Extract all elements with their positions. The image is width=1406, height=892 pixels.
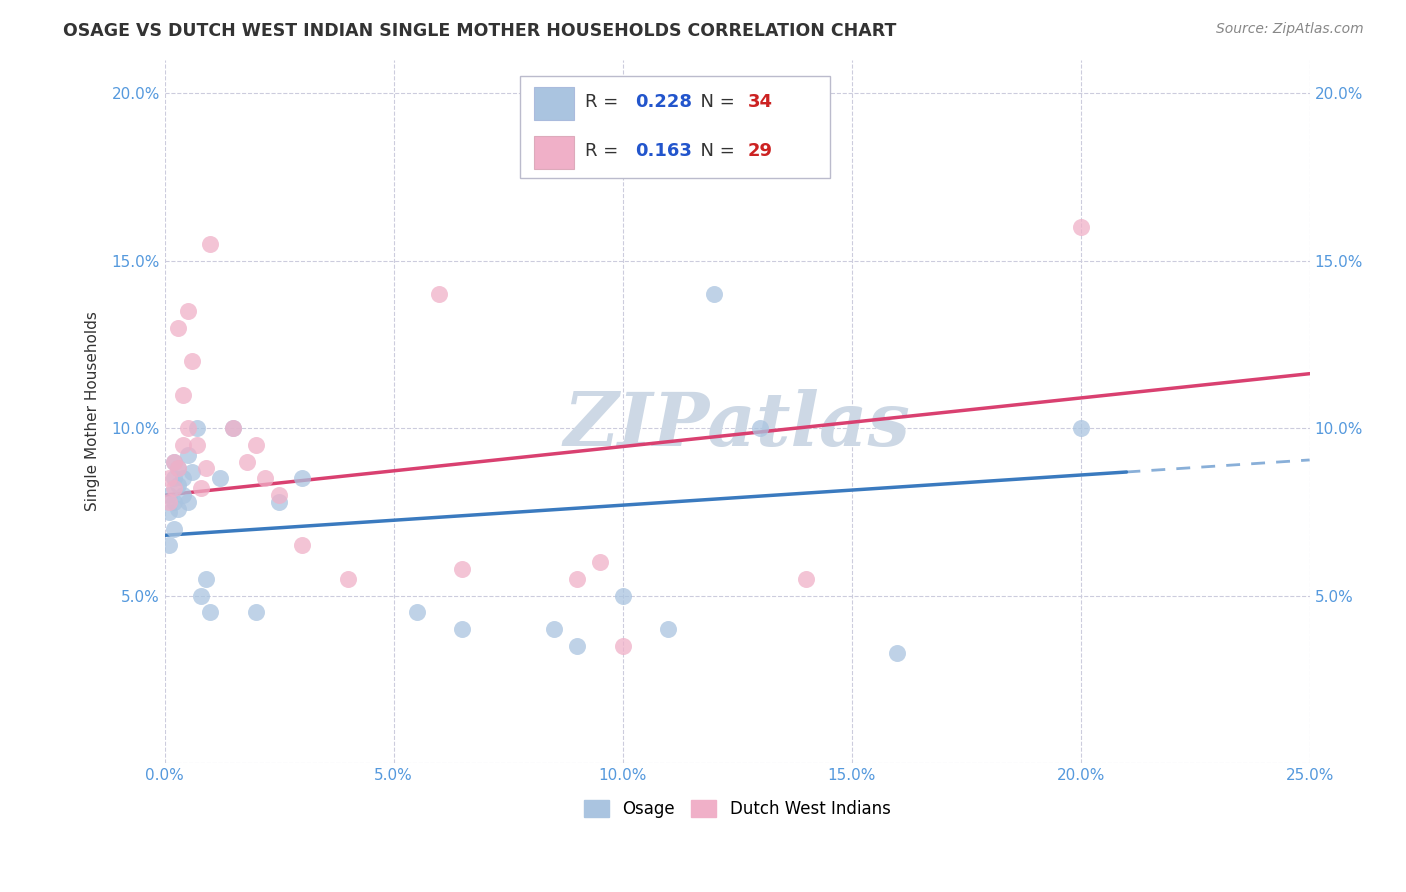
Point [163, 471, 186, 485]
Point [886, 646, 908, 660]
Point [167, 501, 190, 516]
Point [291, 471, 314, 485]
Point [612, 589, 634, 603]
Point [543, 622, 565, 636]
Point [657, 622, 679, 636]
Point [186, 438, 208, 452]
Point [157, 505, 180, 519]
Point [167, 461, 190, 475]
Point [181, 465, 204, 479]
Point [269, 488, 291, 502]
Point [1070, 421, 1092, 435]
Point [208, 471, 231, 485]
Text: 0.163: 0.163 [636, 142, 692, 160]
Point [163, 522, 186, 536]
Point [451, 622, 474, 636]
Point [167, 320, 190, 334]
Y-axis label: Single Mother Households: Single Mother Households [86, 311, 100, 511]
Point [451, 562, 474, 576]
Point [336, 572, 359, 586]
Point [565, 639, 588, 653]
Point [254, 471, 277, 485]
Text: R =: R = [585, 142, 624, 160]
Point [291, 538, 314, 552]
Point [612, 639, 634, 653]
Point [245, 438, 267, 452]
Point [157, 495, 180, 509]
Point [565, 572, 588, 586]
Text: Source: ZipAtlas.com: Source: ZipAtlas.com [1216, 22, 1364, 37]
Point [157, 538, 180, 552]
Point [589, 555, 612, 569]
Point [703, 287, 725, 301]
Text: N =: N = [689, 142, 741, 160]
Point [200, 606, 222, 620]
Point [186, 421, 208, 435]
Point [167, 461, 190, 475]
Text: 29: 29 [748, 142, 773, 160]
Point [1070, 220, 1092, 235]
Point [749, 421, 772, 435]
Point [194, 572, 217, 586]
Point [172, 438, 194, 452]
Point [794, 572, 817, 586]
Point [157, 471, 180, 485]
Point [172, 488, 194, 502]
Text: R =: R = [585, 93, 624, 111]
Point [163, 482, 186, 496]
Point [157, 488, 180, 502]
Point [167, 478, 190, 492]
Point [429, 287, 451, 301]
Point [176, 495, 198, 509]
Point [222, 421, 245, 435]
Text: 34: 34 [748, 93, 773, 111]
Text: 0.228: 0.228 [636, 93, 693, 111]
Point [163, 455, 186, 469]
Point [236, 455, 259, 469]
Text: ZIPatlas: ZIPatlas [564, 389, 911, 462]
Point [269, 495, 291, 509]
Point [245, 606, 267, 620]
Legend: Osage, Dutch West Indians: Osage, Dutch West Indians [576, 794, 897, 825]
Point [181, 354, 204, 368]
Point [163, 495, 186, 509]
Point [222, 421, 245, 435]
Point [176, 303, 198, 318]
Point [172, 387, 194, 401]
Point [176, 421, 198, 435]
Text: N =: N = [689, 93, 741, 111]
Point [172, 471, 194, 485]
Point [163, 455, 186, 469]
Point [190, 482, 212, 496]
Point [405, 606, 427, 620]
Point [194, 461, 217, 475]
Point [190, 589, 212, 603]
Point [176, 448, 198, 462]
Point [200, 236, 222, 251]
Text: OSAGE VS DUTCH WEST INDIAN SINGLE MOTHER HOUSEHOLDS CORRELATION CHART: OSAGE VS DUTCH WEST INDIAN SINGLE MOTHER… [63, 22, 897, 40]
